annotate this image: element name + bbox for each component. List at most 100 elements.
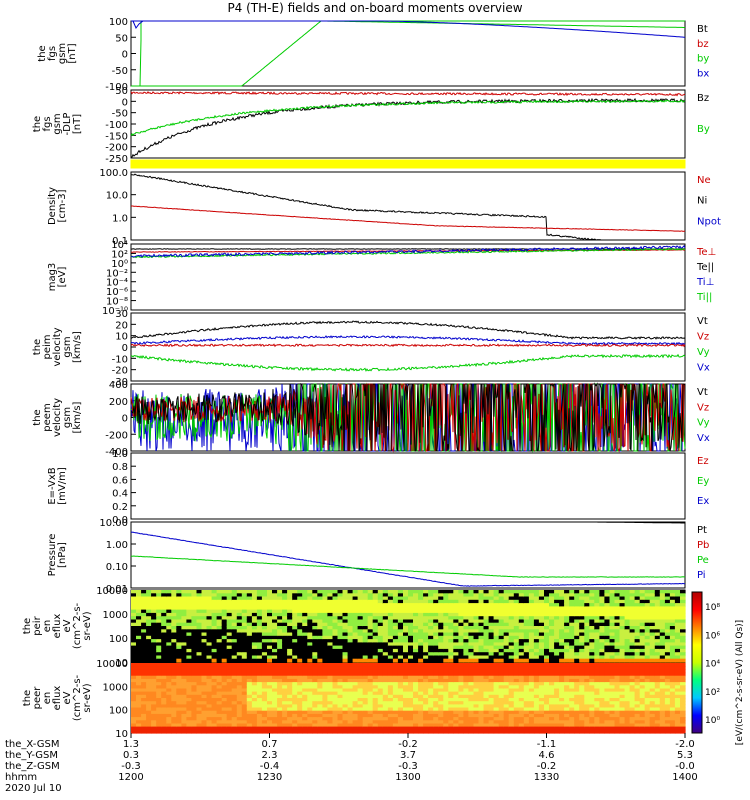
- spectrogram-cell: [236, 629, 243, 634]
- spectrogram-cell: [256, 603, 263, 607]
- spectrogram-cell: [528, 648, 535, 653]
- spectrogram-cell: [267, 612, 273, 617]
- spectrogram-cell: [201, 635, 208, 640]
- spectrogram-cell: [448, 688, 454, 693]
- spectrogram-cell: [292, 704, 298, 709]
- spectrogram-cell: [387, 685, 394, 690]
- spectrogram-cell: [564, 619, 570, 624]
- spectrogram-cell: [634, 710, 641, 715]
- spectrogram-cell: [403, 720, 409, 725]
- series-peim-vt: [130, 320, 686, 340]
- spectrogram-cell: [312, 666, 318, 670]
- spectrogram-cell: [317, 632, 323, 637]
- spectrogram-cell: [337, 648, 344, 653]
- spectrogram-cell: [503, 616, 510, 621]
- spectrogram-cell: [312, 599, 318, 604]
- spectrogram-cell: [533, 606, 540, 611]
- spectrogram-cell: [649, 606, 656, 611]
- spectrogram-cell: [433, 629, 439, 634]
- spectrogram-cell: [418, 658, 424, 663]
- spectrogram-cell: [231, 672, 238, 677]
- spectrogram-cell: [483, 603, 490, 607]
- ytick-label: 10.0: [106, 191, 128, 202]
- spectrogram-cell: [599, 642, 605, 647]
- spectrogram-cell: [493, 723, 500, 728]
- spectrogram-cell: [181, 599, 187, 604]
- spectrogram-cell: [151, 593, 157, 598]
- spectrogram-cell: [216, 645, 223, 650]
- spectrogram-cell: [307, 593, 313, 598]
- spectrogram-cell: [226, 658, 233, 663]
- spectrogram-cell: [559, 599, 565, 604]
- spectrogram-cell: [256, 669, 263, 674]
- ylabel-text: velocity: [52, 398, 63, 437]
- spectrogram-cell: [503, 658, 510, 663]
- spectrogram-cell: [136, 590, 142, 594]
- spectrogram-cell: [518, 707, 525, 712]
- spectrogram-cell: [216, 606, 223, 611]
- spectrogram-cell: [297, 707, 303, 712]
- spectrogram-cell: [473, 701, 480, 705]
- spectrogram-cell: [357, 629, 364, 634]
- spectrogram-cell: [604, 663, 610, 667]
- spectrogram-cell: [272, 619, 278, 624]
- spectrogram-cell: [483, 701, 490, 705]
- spectrogram-cell: [372, 645, 379, 650]
- spectrogram-cell: [413, 723, 419, 728]
- spectrogram-cell: [584, 675, 590, 680]
- spectrogram-cell: [463, 707, 469, 712]
- spectrogram-cell: [251, 648, 258, 653]
- ytick-label: 10⁻¹⁰: [102, 306, 128, 317]
- spectrogram-cell: [634, 688, 641, 693]
- spectrogram-cell: [544, 704, 550, 709]
- spectrogram-cell: [443, 626, 449, 630]
- spectrogram-cell: [322, 609, 328, 614]
- spectrogram-cell: [458, 599, 464, 604]
- spectrogram-cell: [468, 642, 474, 647]
- spectrogram-cell: [599, 669, 605, 674]
- spectrogram-cell: [332, 642, 339, 647]
- spectrogram-cell: [136, 720, 142, 725]
- spectrogram-cell: [513, 599, 520, 604]
- spectrogram-cell: [261, 626, 268, 630]
- spectrogram-cell: [221, 675, 228, 680]
- spectrogram-cell: [156, 655, 162, 660]
- spectrogram-cell: [176, 685, 182, 690]
- spectrogram-cell: [584, 639, 590, 643]
- spectrogram-cell: [443, 717, 449, 721]
- spectrogram-cell: [584, 622, 590, 627]
- spectrogram-cell: [166, 639, 172, 643]
- spectrogram-cell: [372, 675, 379, 680]
- spectrogram-cell: [272, 669, 278, 674]
- series-ti-par: [130, 247, 686, 259]
- spectrogram-cell: [362, 626, 369, 630]
- spectrogram-cell: [408, 701, 414, 705]
- spectrogram-cell: [171, 723, 177, 728]
- spectrogram-cell: [423, 612, 429, 617]
- spectrogram-cell: [216, 666, 223, 670]
- spectrogram-cell: [282, 648, 288, 653]
- spectrogram-cell: [649, 713, 656, 718]
- spectrogram-cell: [317, 678, 323, 683]
- spectrogram-cell: [579, 642, 585, 647]
- spectrogram-cell: [302, 655, 308, 660]
- spectrogram-cell: [423, 658, 429, 663]
- spectrogram-cell: [161, 720, 167, 725]
- spectrogram-cell: [272, 663, 278, 667]
- spectrogram-cell: [418, 619, 424, 624]
- spectrogram-cell: [191, 675, 197, 680]
- spectrogram-cell: [508, 609, 515, 614]
- spectrogram-cell: [659, 720, 666, 725]
- spectrogram-cell: [211, 590, 218, 594]
- spectrogram-cell: [161, 729, 167, 734]
- spectrogram-cell: [574, 701, 580, 705]
- spectrogram-cell: [594, 642, 600, 647]
- spectrogram-cell: [659, 652, 666, 657]
- spectrogram-cell: [569, 632, 575, 637]
- spectrogram-cell: [659, 606, 666, 611]
- spectrogram-cell: [156, 729, 162, 734]
- spectrogram-cell: [614, 720, 621, 725]
- spectrogram-cell: [372, 639, 379, 643]
- ylabel-text: sr-eV): [82, 611, 93, 640]
- spectrogram-cell: [493, 704, 500, 709]
